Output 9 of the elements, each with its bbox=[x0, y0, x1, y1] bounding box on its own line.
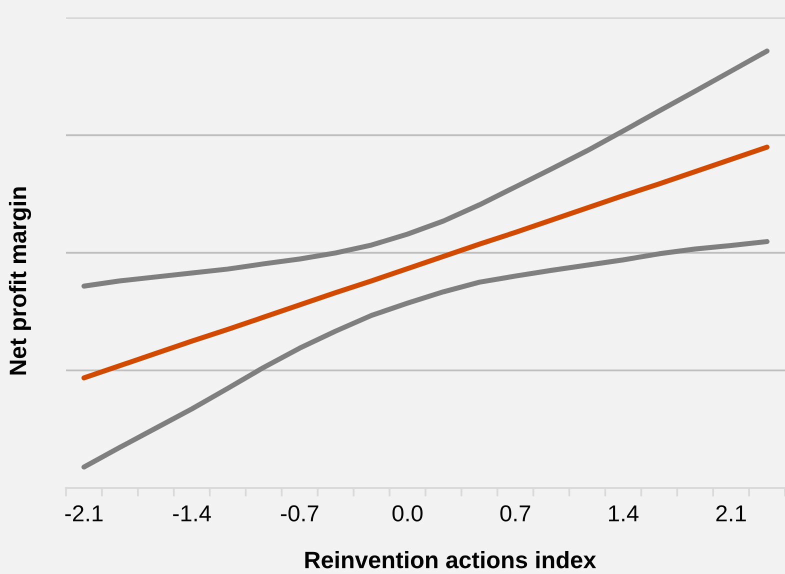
x-tick-label: -2.1 bbox=[65, 505, 103, 522]
y-axis-title: Net profit margin bbox=[8, 187, 32, 375]
x-tick-label: -0.7 bbox=[280, 505, 318, 522]
x-tick-label: 2.1 bbox=[716, 505, 746, 522]
x-tick-label: -1.4 bbox=[173, 506, 211, 522]
x-tick-label: 0.7 bbox=[500, 505, 530, 522]
x-tick-label: 0.0 bbox=[392, 505, 423, 522]
x-axis-title: Reinvention actions index bbox=[305, 550, 596, 568]
x-tick-label: 1.4 bbox=[609, 506, 638, 522]
